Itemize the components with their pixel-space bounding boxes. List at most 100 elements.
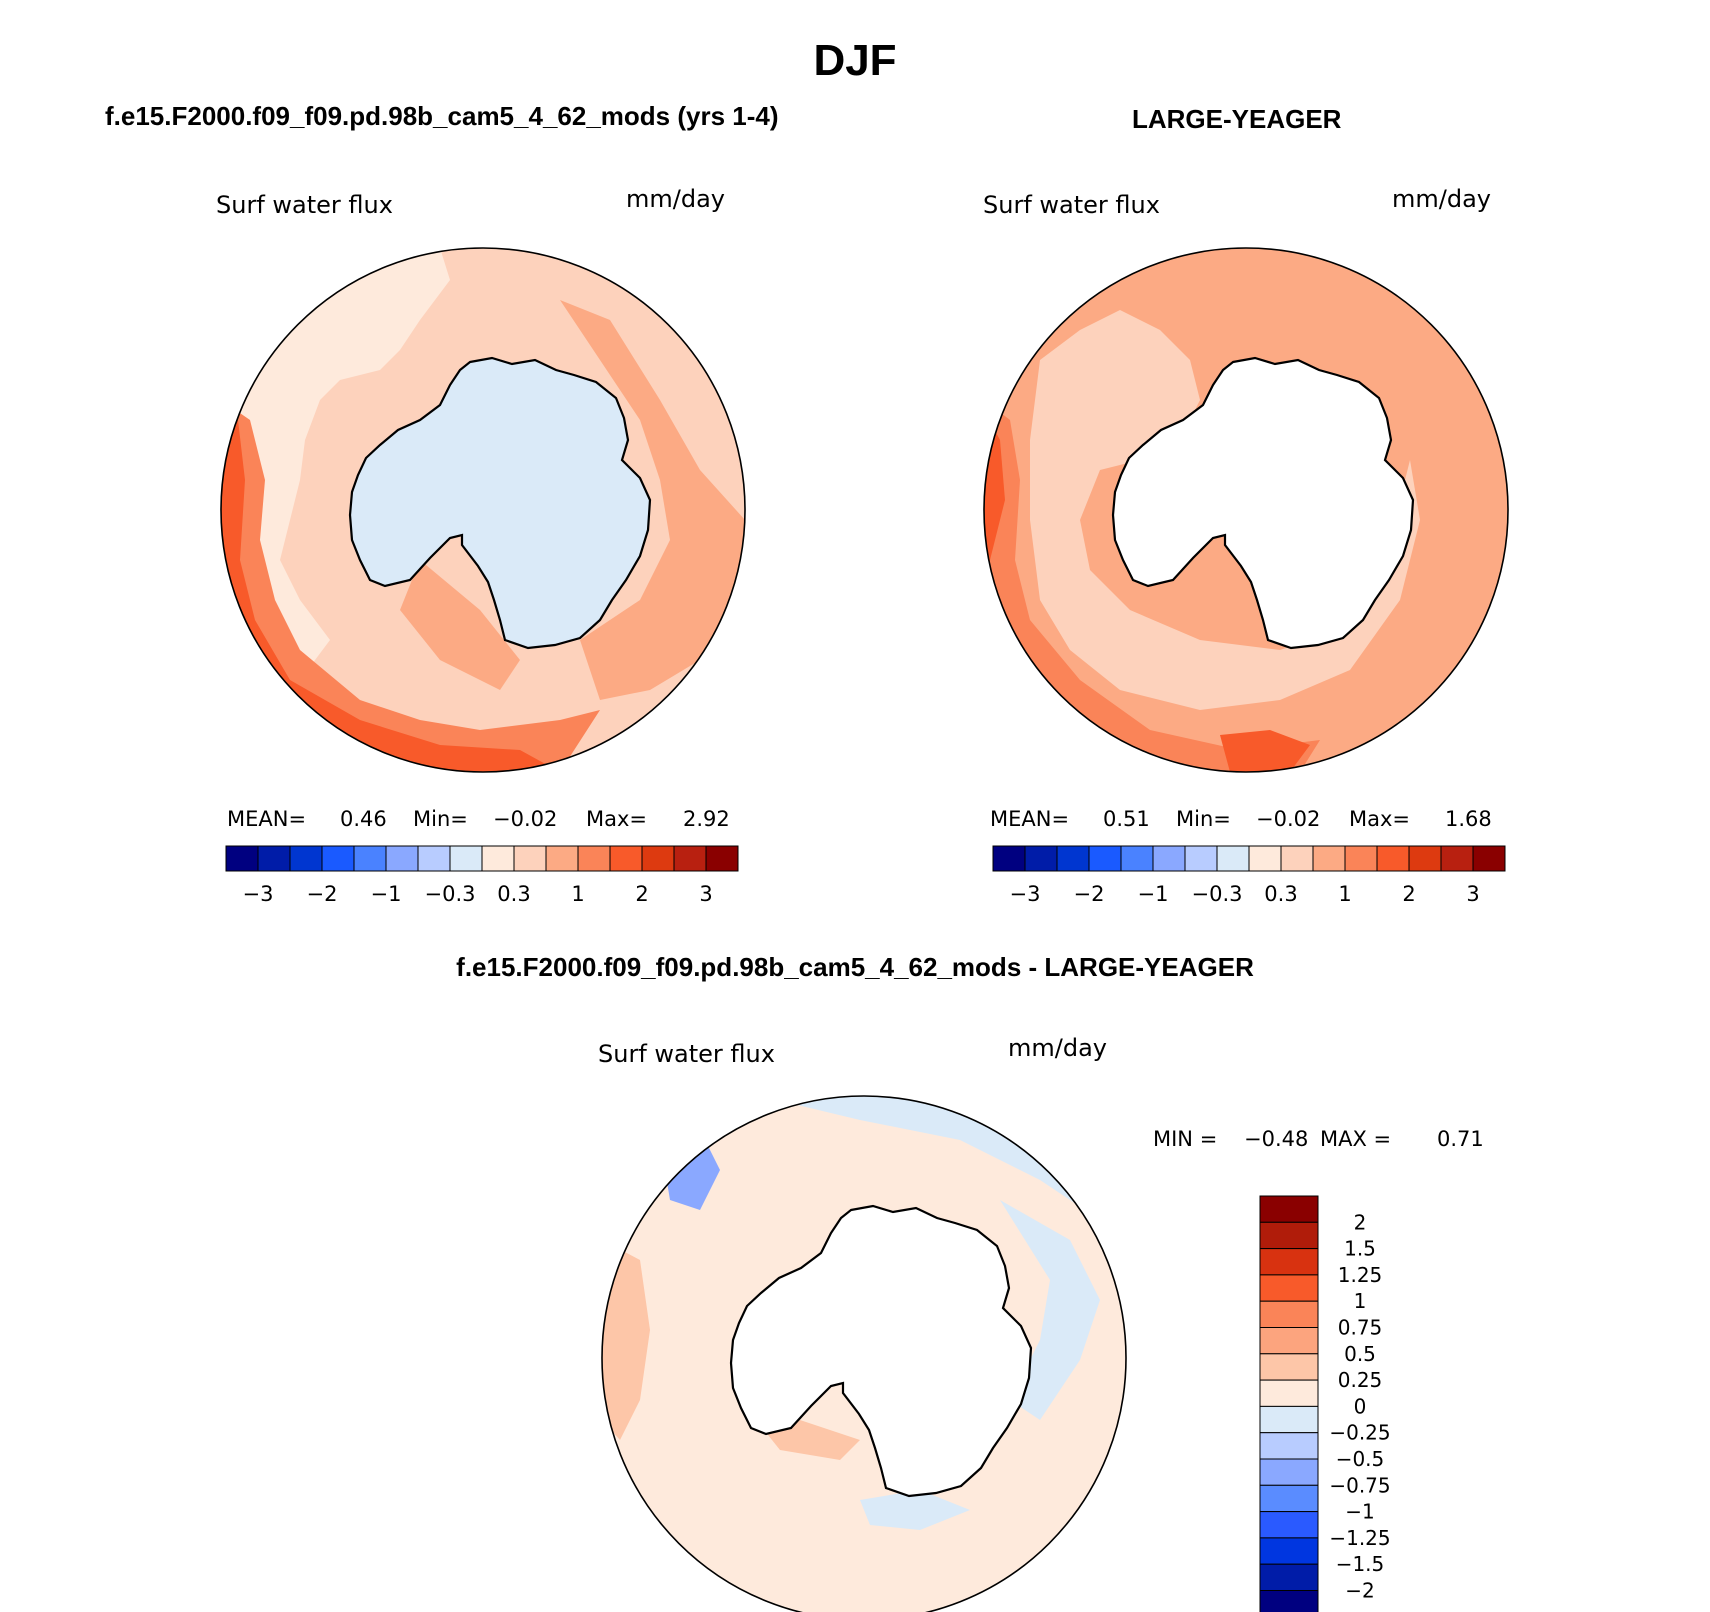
panel-1-colorbar: −3 −2 −1 −0.3 0.3 1 2 3	[225, 845, 739, 906]
panel-2-max-value: 1.68	[1445, 807, 1492, 831]
panel-2-light-band	[1030, 310, 1420, 710]
panel-1-colorbar-label: 2	[635, 882, 648, 906]
panel-1-colorbar-swatch	[673, 845, 707, 872]
panel-2-max-label: Max=	[1349, 807, 1411, 831]
panel-1-colorbar-label: −2	[307, 882, 338, 906]
panel-3-colorbar-label: 2	[1354, 1210, 1367, 1234]
panel-3-colorbar-label: 0	[1354, 1394, 1367, 1418]
panel-3-colorbar-label: −0.25	[1329, 1421, 1390, 1445]
panel-3-variable-label: Surf water flux	[598, 1040, 775, 1068]
panel-2-colorbar-label: 1	[1338, 882, 1351, 906]
panel-3-colorbar-label: −0.5	[1336, 1447, 1385, 1471]
panel-3-colorbar: 21.51.2510.750.50.250−0.25−0.5−0.75−1−1.…	[1259, 1195, 1391, 1612]
panel-2-colorbar-swatch	[1088, 845, 1122, 872]
panel-1-colorbar-swatch	[289, 845, 323, 872]
panel-1-colorbar-swatch	[225, 845, 259, 872]
panel-2-colorbar-swatch	[1472, 845, 1506, 872]
panel-3-colorbar-swatch	[1259, 1221, 1319, 1250]
panel-1-map	[221, 248, 745, 772]
panel-3-colorbar-swatch	[1259, 1353, 1319, 1381]
panel-3-east-blue-band	[1000, 1200, 1100, 1420]
panel-2-units-label: mm/day	[1392, 185, 1491, 213]
panel-1-colorbar-swatch	[705, 845, 739, 872]
panel-2-colorbar-swatch	[1248, 845, 1282, 872]
panel-2-colorbar-swatch	[1152, 845, 1186, 872]
panel-3-map	[602, 1096, 1126, 1612]
panel-1-colorbar-swatch	[513, 845, 547, 872]
panel-1-colorbar-label: 0.3	[497, 882, 530, 906]
panel-3-min-value: −0.48	[1244, 1127, 1309, 1151]
panel-1-orange-band	[221, 400, 600, 772]
panel-3-colorbar-swatch	[1259, 1195, 1319, 1223]
panel-2-colorbar-swatch	[1056, 845, 1090, 872]
panel-2-colorbar-label: 2	[1402, 882, 1415, 906]
panel-2-colorbar-label: −3	[1010, 882, 1041, 906]
panel-1-min-value: −0.02	[493, 807, 558, 831]
panel-1-colorbar-label: 3	[699, 882, 712, 906]
panel-1-colorbar-swatch	[545, 845, 579, 872]
panel-2-map	[984, 248, 1508, 772]
panel-3-map-border	[601, 1095, 1127, 1612]
panel-1-colorbar-swatch	[257, 845, 291, 872]
panel-1-colorbar-swatch	[385, 845, 419, 872]
panel-2-mean-label: MEAN=	[990, 807, 1070, 831]
panel-2-orange-band	[984, 400, 1320, 772]
panel-2-colorbar-swatch	[1024, 845, 1058, 872]
panel-1-colorbar-swatch	[577, 845, 611, 872]
panel-3-colorbar-swatch	[1259, 1274, 1319, 1302]
panel-1-mean-label: MEAN=	[227, 807, 307, 831]
panel-1-mean-value: 0.46	[340, 807, 387, 831]
panel-3-min-label: MIN =	[1153, 1127, 1218, 1151]
panel-1-colorbar-swatch	[481, 845, 515, 872]
panel-3-colorbar-label: 1.25	[1338, 1263, 1383, 1287]
panel-1-colorbar-label: −1	[371, 882, 402, 906]
panel-1-light-band	[221, 248, 450, 680]
panel-1-colorbar-swatch	[321, 845, 355, 872]
panel-3-colorbar-swatch	[1259, 1248, 1319, 1276]
panel-2-south-red-band	[1220, 730, 1310, 772]
panel-2-colorbar-swatch	[1408, 845, 1442, 872]
panel-1-variable-label: Surf water flux	[216, 191, 393, 219]
panel-1-colorbar-swatch	[641, 845, 675, 872]
panel-2-min-label: Min=	[1176, 807, 1231, 831]
panel-3-max-value: 0.71	[1437, 1127, 1484, 1151]
panel-1-colorbar-swatch	[417, 845, 451, 872]
panel-3-units-label: mm/day	[1008, 1034, 1107, 1062]
panel-2-mean-value: 0.51	[1103, 807, 1150, 831]
panel-2-colorbar-label: −1	[1138, 882, 1169, 906]
panel-1-max-label: Max=	[586, 807, 648, 831]
panel-2-min-value: −0.02	[1256, 807, 1321, 831]
panel-3-colorbar-swatch	[1259, 1484, 1319, 1513]
panel-1-heading: f.e15.F2000.f09_f09.pd.98b_cam5_4_62_mod…	[105, 101, 779, 131]
panel-1-colorbar-label: 1	[571, 882, 584, 906]
panel-1-min-label: Min=	[413, 807, 468, 831]
panel-1-colorbar-label: −0.3	[425, 882, 476, 906]
panel-3-colorbar-swatch	[1259, 1458, 1319, 1486]
panel-1-map-border	[220, 247, 746, 773]
panel-1-colorbar-swatch	[609, 845, 643, 872]
panel-3-max-label: MAX =	[1320, 1127, 1392, 1151]
panel-1-colorbar-label: −3	[243, 882, 274, 906]
panel-2-colorbar-label: −2	[1074, 882, 1105, 906]
panel-1-colorbar-swatch	[449, 845, 483, 872]
panel-3-colorbar-label: 0.75	[1338, 1316, 1383, 1340]
page-title: DJF	[813, 36, 897, 85]
panel-2-colorbar-swatch	[992, 845, 1026, 872]
panel-2-map-border	[983, 247, 1509, 773]
panel-2-colorbar: −3 −2 −1 −0.3 0.3 1 2 3	[992, 845, 1506, 906]
panel-3-colorbar-label: −1.5	[1336, 1552, 1385, 1576]
panel-1-max-value: 2.92	[683, 807, 730, 831]
panel-3-colorbar-label: 1.5	[1344, 1237, 1376, 1261]
panel-2-variable-label: Surf water flux	[983, 191, 1160, 219]
panel-3-colorbar-swatch	[1259, 1511, 1319, 1539]
panel-3-north-blue-band	[620, 1096, 1126, 1260]
panel-2-colorbar-label: 3	[1466, 882, 1479, 906]
panel-2-colorbar-swatch	[1184, 845, 1218, 872]
panel-3-colorbar-swatch	[1259, 1590, 1319, 1612]
panel-3-colorbar-swatch	[1259, 1379, 1319, 1407]
panel-3-colorbar-label: −0.75	[1329, 1473, 1390, 1497]
panel-3-colorbar-label: 0.5	[1344, 1342, 1376, 1366]
panel-2-colorbar-label: −0.3	[1192, 882, 1243, 906]
panel-2-colorbar-swatch	[1312, 845, 1346, 872]
